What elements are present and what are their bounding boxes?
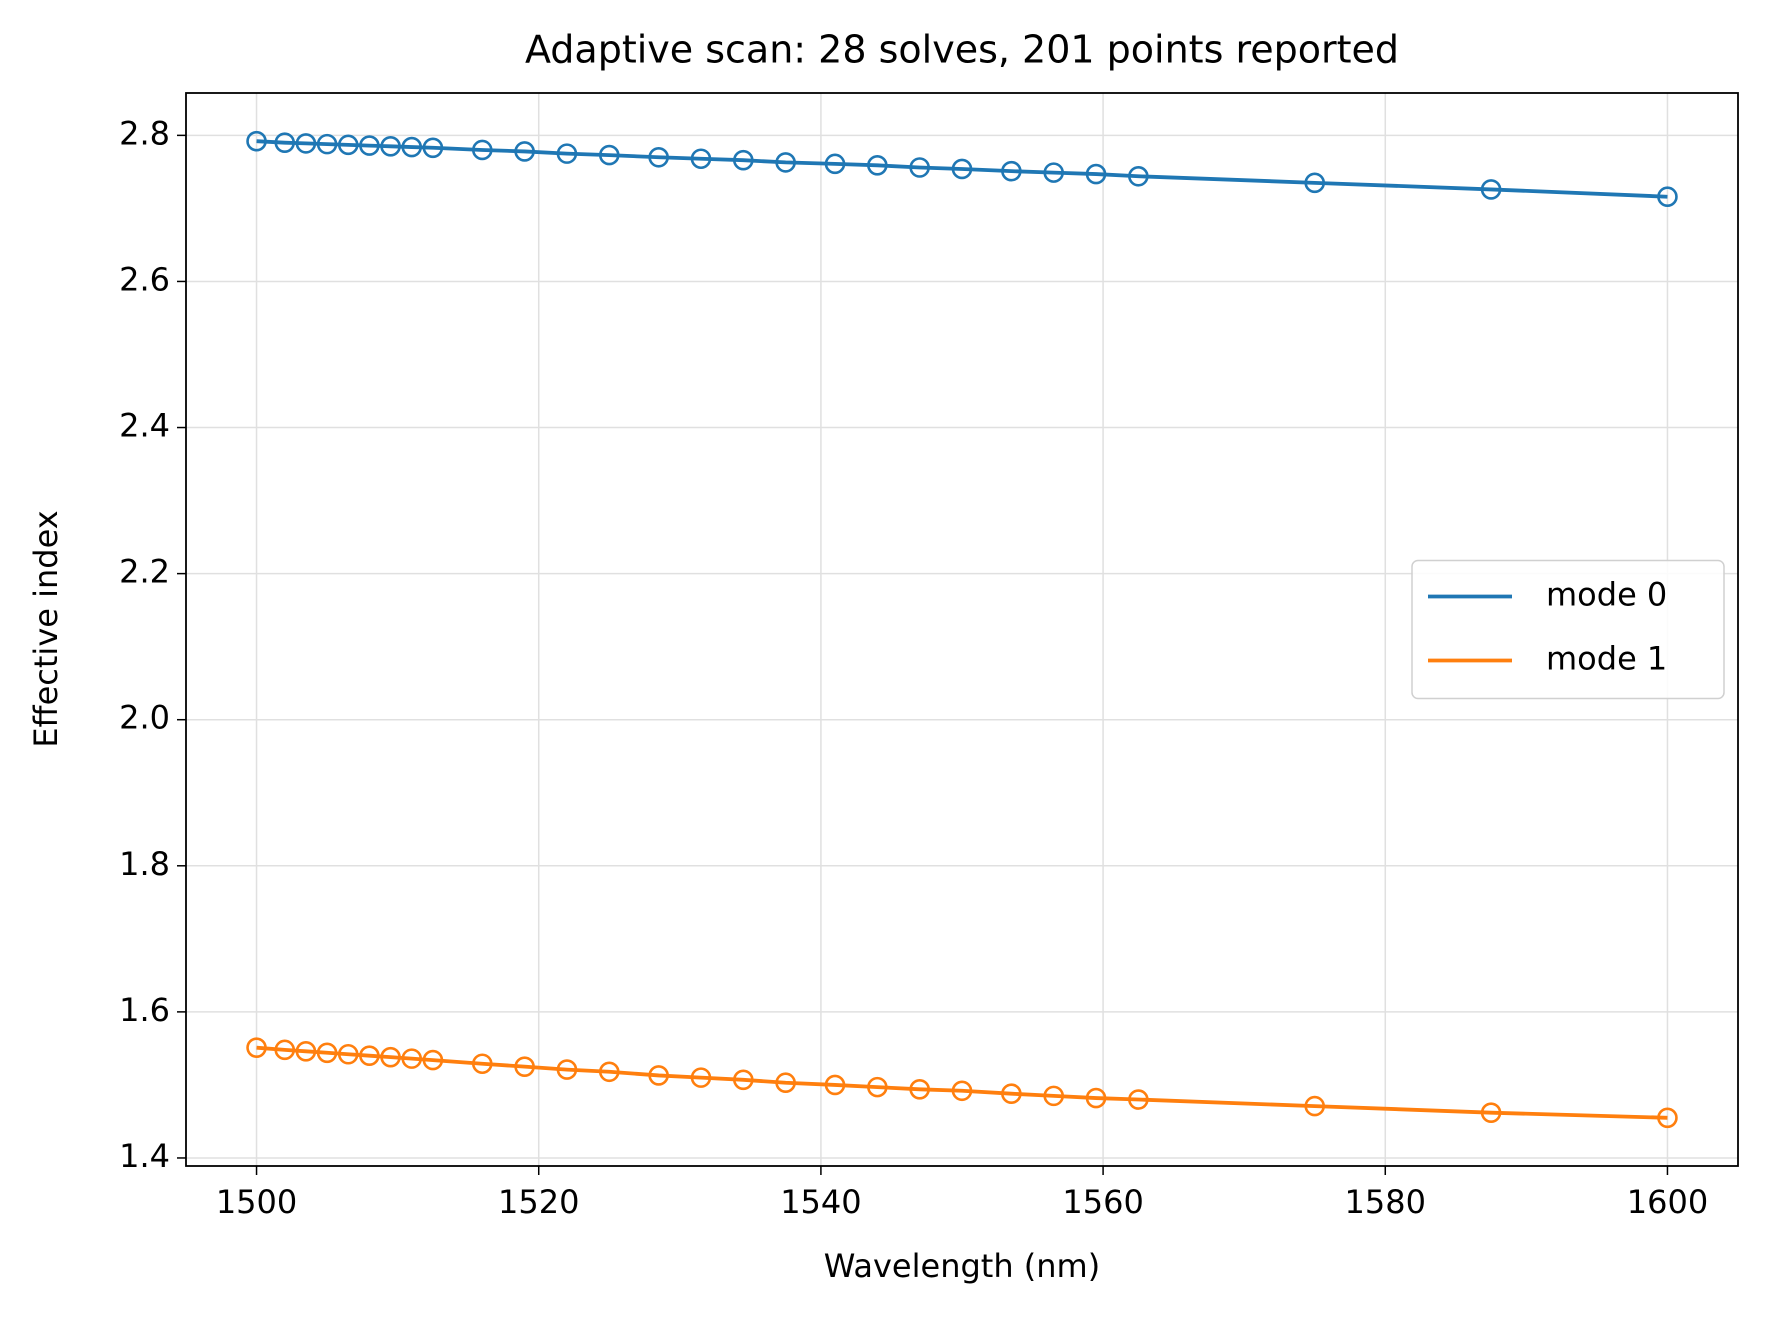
y-tick-label: 2.0 <box>119 699 170 737</box>
y-tick-label: 1.6 <box>119 991 170 1029</box>
data-point <box>422 1049 444 1071</box>
data-point <box>337 1043 359 1065</box>
data-point <box>690 1067 712 1088</box>
series-line <box>256 1045 1668 1120</box>
legend-label: mode 1 <box>1546 640 1667 678</box>
data-point <box>1304 1095 1326 1117</box>
data-point <box>1128 165 1149 187</box>
data-point <box>775 152 796 173</box>
data-point <box>1085 163 1107 185</box>
data-point <box>274 1039 296 1061</box>
data-point <box>648 1065 669 1086</box>
data-point <box>316 133 338 155</box>
data-point <box>598 144 620 166</box>
data-point <box>598 1061 620 1083</box>
data-point <box>1043 162 1065 183</box>
x-tick-label: 1600 <box>1627 1183 1708 1221</box>
data-point <box>246 1037 267 1058</box>
x-tick-label: 1560 <box>1062 1183 1143 1221</box>
legend: mode 0 mode 1 <box>1411 559 1725 700</box>
data-point <box>359 1045 380 1067</box>
data-point <box>246 130 267 152</box>
data-point <box>401 136 423 158</box>
y-tick-label: 2.6 <box>119 260 170 298</box>
data-point <box>316 1042 338 1064</box>
data-point <box>380 136 401 157</box>
data-point <box>824 153 846 175</box>
plot-frame <box>185 92 1739 1167</box>
data-point <box>471 139 493 161</box>
data-point <box>295 1041 317 1062</box>
data-point <box>1657 1107 1678 1129</box>
data-point <box>1085 1087 1107 1109</box>
data-point <box>733 149 754 171</box>
data-point <box>909 1079 930 1100</box>
y-tick-label: 2.4 <box>119 407 170 445</box>
data-point <box>1657 186 1678 208</box>
y-tick-label: 2.8 <box>119 114 170 152</box>
y-tick-label: 1.4 <box>119 1137 170 1175</box>
x-axis-label: Wavelength (nm) <box>824 1247 1100 1285</box>
data-point <box>733 1069 754 1091</box>
data-point <box>422 137 444 159</box>
data-point <box>471 1053 493 1075</box>
data-point <box>951 158 973 180</box>
data-point <box>359 135 380 156</box>
data-point <box>514 1056 535 1077</box>
data-point <box>295 133 317 154</box>
data-point <box>556 1059 578 1080</box>
x-tick-label: 1580 <box>1345 1183 1426 1221</box>
data-point <box>909 157 930 178</box>
data-point <box>380 1046 401 1068</box>
data-point <box>648 146 669 168</box>
data-point <box>1480 1102 1502 1123</box>
x-tick-label: 1540 <box>780 1183 861 1221</box>
y-axis-label: Effective index <box>27 510 65 747</box>
data-point <box>556 143 578 164</box>
data-point <box>1001 1083 1022 1104</box>
x-tick-label: 1520 <box>498 1183 579 1221</box>
data-point <box>951 1080 973 1102</box>
legend-label: mode 0 <box>1546 576 1667 614</box>
data-point <box>514 141 535 162</box>
data-point <box>1480 179 1502 200</box>
data-point <box>401 1048 423 1069</box>
data-point <box>1001 160 1022 182</box>
y-tick-label: 2.2 <box>119 553 170 591</box>
data-point <box>867 1076 888 1098</box>
data-point <box>337 134 359 156</box>
data-point <box>1304 172 1326 194</box>
data-point <box>274 132 296 153</box>
chart-title: Adaptive scan: 28 solves, 201 points rep… <box>525 28 1399 72</box>
data-point <box>1128 1089 1149 1110</box>
data-point <box>690 148 712 170</box>
series-line <box>256 139 1668 199</box>
data-point <box>1043 1085 1065 1107</box>
x-tick-label: 1500 <box>216 1183 297 1221</box>
data-point <box>867 155 888 176</box>
data-point <box>824 1074 846 1096</box>
data-point <box>775 1072 796 1094</box>
y-tick-label: 1.8 <box>119 845 170 883</box>
